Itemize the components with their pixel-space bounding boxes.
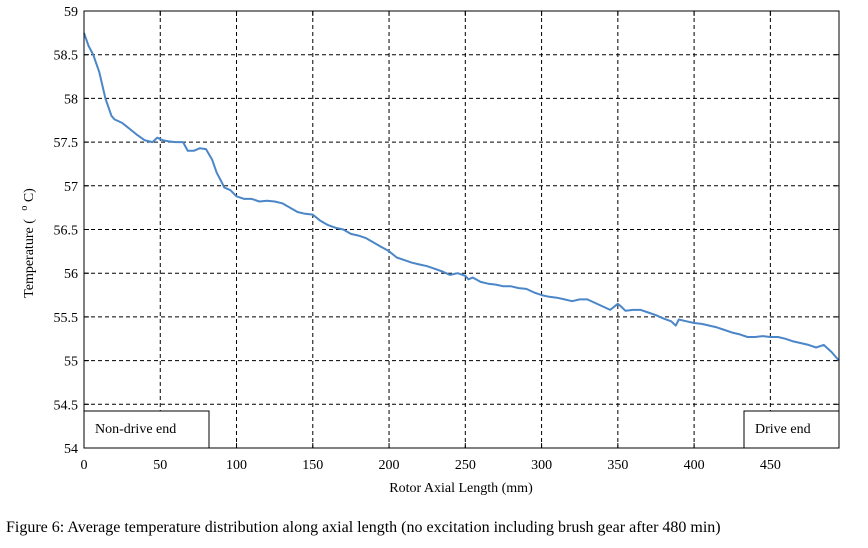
- y-axis-label-unit: C): [22, 188, 37, 202]
- figure-caption: Figure 6: Average temperature distributi…: [6, 519, 721, 536]
- y-axis-label: Temperature ( o C): [16, 188, 37, 298]
- y-tick-label: 55: [64, 355, 78, 370]
- temperature-chart: 0 50 100 150 200 250 300 350 400 450 54 54.5 55 55.5…: [16, 5, 840, 496]
- x-tick-label: 100: [226, 458, 247, 473]
- y-tick-label: 54.5: [54, 398, 79, 413]
- x-axis-label: Rotor Axial Length (mm): [389, 481, 533, 496]
- annotation-box-drive-end: [743, 410, 840, 449]
- y-tick-label: 54: [64, 442, 78, 457]
- series-group: [83, 32, 840, 362]
- annotation-label-drive-end: Drive end: [755, 422, 811, 437]
- annotation-label-non-drive-end: Non-drive end: [95, 422, 176, 437]
- y-axis-label-main: Temperature (: [22, 219, 37, 298]
- y-tick-label: 55.5: [54, 311, 79, 326]
- x-tick-label: 0: [81, 458, 88, 473]
- plot-background: [84, 11, 839, 448]
- annotation-non-drive-end: Non-drive end: [83, 410, 210, 449]
- x-tick-label: 50: [153, 458, 167, 473]
- x-tick-label: 150: [302, 458, 323, 473]
- y-axis-label-degree: o: [19, 206, 30, 211]
- temperature-series-line: [83, 32, 840, 362]
- y-tick-label: 58: [64, 92, 78, 107]
- y-tick-label: 56.5: [54, 224, 79, 239]
- y-tick-labels: 54 54.5 55 55.5 56 56.5 57 57.5 58 58.5 59: [54, 5, 79, 457]
- y-tick-label: 57: [64, 180, 78, 195]
- y-tick-label: 58.5: [54, 49, 79, 64]
- plot-frame: [83, 10, 840, 449]
- annotation-drive-end: Drive end: [743, 410, 840, 449]
- y-tick-label: 56: [64, 267, 78, 282]
- y-tick-label: 57.5: [54, 136, 79, 151]
- x-tick-label: 300: [531, 458, 552, 473]
- x-tick-label: 250: [455, 458, 476, 473]
- x-tick-label: 200: [379, 458, 400, 473]
- y-tick-label: 59: [64, 5, 78, 20]
- annotation-box-non-drive-end: [83, 410, 210, 449]
- grid-lines: [84, 11, 839, 448]
- x-tick-label: 450: [760, 458, 781, 473]
- x-tick-labels: 0 50 100 150 200 250 300 350 400 450: [81, 458, 781, 473]
- x-tick-label: 400: [684, 458, 705, 473]
- x-tick-label: 350: [607, 458, 628, 473]
